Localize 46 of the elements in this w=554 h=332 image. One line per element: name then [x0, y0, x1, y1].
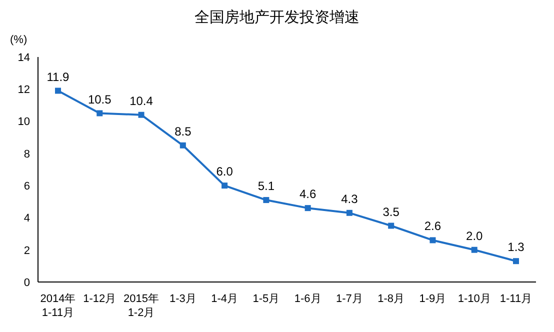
- point: [388, 222, 394, 229]
- x-tick-label: 1-5月: [252, 293, 280, 305]
- x-tick-label: 1-6月: [294, 293, 322, 305]
- y-tick-label: 2: [24, 244, 30, 257]
- x-tick-label: 1-8月: [378, 293, 405, 305]
- point: [346, 210, 352, 216]
- point: [471, 246, 478, 253]
- x-tick-label: 1-7月: [336, 293, 363, 305]
- data-label: 1.3: [508, 240, 525, 254]
- y-tick-label: 12: [18, 84, 30, 96]
- y-tick-label: 10: [18, 116, 30, 128]
- x-tick-label: 1-3月: [169, 293, 196, 305]
- point: [304, 205, 311, 212]
- y-tick-label: 0: [24, 276, 30, 289]
- y-tick-label: 8: [24, 148, 30, 160]
- point: [513, 258, 519, 264]
- chart-title: 全国房地产开发投资增速: [194, 8, 360, 27]
- data-label: 8.5: [174, 124, 192, 138]
- x-tick-label: 2014年 1-11月: [40, 293, 76, 319]
- x-tick-label: 1-9月: [419, 293, 446, 305]
- y-axis-title: (%): [10, 34, 28, 46]
- point: [180, 142, 186, 148]
- data-label: 4.6: [299, 187, 316, 202]
- data-label: 10.4: [130, 94, 154, 108]
- y-tick-label: 6: [24, 180, 30, 192]
- data-label: 6.0: [216, 164, 234, 179]
- x-tick-label: 1-12月: [83, 293, 116, 305]
- point: [55, 88, 61, 94]
- x-tick-label: 1-4月: [211, 293, 238, 305]
- x-tick-label: 1-10月: [458, 293, 491, 305]
- point: [222, 182, 228, 189]
- data-label: 3.5: [382, 204, 400, 219]
- point: [263, 197, 270, 204]
- data-label: 2.6: [424, 219, 442, 234]
- x-tick-label: 1-11月: [500, 293, 532, 305]
- data-label: 10.5: [88, 92, 112, 106]
- point: [430, 237, 436, 244]
- y-tick-label: 4: [24, 212, 30, 225]
- data-label: 2.0: [466, 228, 484, 243]
- x-tick-label: 2015年 1-2月: [124, 293, 160, 319]
- data-label: 11.9: [46, 70, 70, 84]
- point: [96, 110, 103, 116]
- data-label: 5.1: [258, 179, 275, 194]
- point: [138, 112, 144, 118]
- y-tick-label: 14: [18, 52, 30, 64]
- data-label: 4.3: [341, 192, 358, 206]
